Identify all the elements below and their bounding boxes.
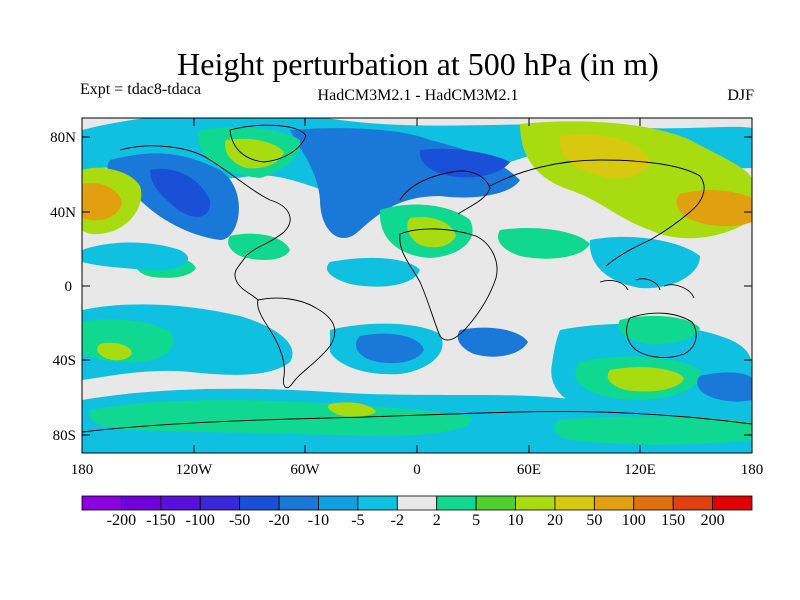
colorbar-box [475,495,516,511]
lon-label-60w: 60W [290,462,320,478]
contour-siberia-blue [419,148,510,178]
season-label: DJF [727,87,754,104]
contour-seasia-blue [589,236,700,289]
coastline-south-america [257,297,336,389]
coastline-greenland [229,124,307,163]
lon-label-180w: 180 [71,462,94,478]
contour-pacific-white-gap [82,278,600,306]
colorbar-label: -2 [390,512,404,529]
contour-sh-green-c [618,315,700,345]
lat-label-80s: 80S [53,428,76,444]
contour-nh-darkblue [150,168,211,217]
colorbar-label: 200 [700,512,725,529]
coastline-asia [489,159,705,267]
contour-sh-blue-mid [355,333,424,364]
lon-label-0: 0 [413,462,421,478]
contour-field [82,118,752,453]
contour-tropic-blue-b [326,257,420,287]
colorbar-box [160,495,201,511]
colorbar-label: -50 [228,512,251,529]
coastlines [82,124,752,433]
coastline-australia [626,312,697,358]
map-title: Height perturbation at 500 hPa (in m) [177,46,659,82]
colorbar-box [712,495,753,511]
contour-so-yellow [328,402,376,417]
colorbar-box [633,495,674,511]
contour-sh-yellow-a [97,342,132,361]
colorbar-label: -200 [106,512,137,529]
coastline-africa [399,228,498,341]
colorbar-label: -10 [307,512,330,529]
contour-mideast-green [498,227,590,259]
colorbar-box [357,495,398,511]
colorbar-box [396,495,438,511]
colorbar-box [278,495,319,511]
colorbar-label: -20 [268,512,290,529]
model-label: HadCM3M2.1 - HadCM3M2.1 [317,87,519,104]
lon-label-120w: 120W [176,462,214,478]
contour-europe-yellow [407,216,456,248]
colorbar-box [318,495,359,511]
colorbar-label: -5 [351,512,365,529]
contour-sh-yellow-b [607,367,684,392]
contour-antarctic-green [554,416,752,445]
colorbar-box [593,495,635,511]
colorbar-label: 20 [546,512,563,529]
contour-antarctic-blue [697,372,752,402]
colorbar-box [121,495,162,511]
colorbar-box [515,495,556,511]
colorbar-label: 5 [472,512,481,529]
lon-label-60e: 60E [517,462,541,478]
colorbar-box [199,495,241,511]
contour-tropic-blue-a [82,242,189,271]
contour-japan-core [676,190,752,227]
lat-label-40n: 40N [50,205,76,221]
colorbar-box [672,495,713,511]
colorbar-label: 150 [661,512,686,529]
colorbar-box [554,495,595,511]
coastline-north-america [119,145,291,301]
colorbar-box [436,495,477,511]
contour-pacific-core [82,182,122,221]
contour-so-green [88,400,472,436]
contour-asia-core [559,134,650,179]
lat-label-80n: 80N [50,130,76,146]
colorbar-label: 10 [507,512,524,529]
colorbar [81,495,753,511]
lat-label-40s: 40S [53,353,76,369]
lon-axis [193,118,641,453]
colorbar-label: -150 [146,512,176,529]
colorbar-label: 50 [586,512,603,529]
experiment-label: Expt = tdac8-tdaca [80,81,201,98]
colorbar-label: 2 [432,512,441,529]
colorbar-box [239,495,280,511]
lon-label-180e: 180 [741,462,764,478]
colorbar-box [81,495,122,511]
contour-sh-purple-blue [457,327,528,357]
lat-axis [82,136,752,436]
colorbar-label: 100 [621,512,646,529]
coastline-europe [399,170,491,215]
coastline-antarctica [82,411,752,433]
lat-label-0: 0 [65,279,73,295]
lon-label-120e: 120E [624,462,656,478]
colorbar-label: -100 [185,512,215,529]
coastline-maritime [599,278,695,299]
